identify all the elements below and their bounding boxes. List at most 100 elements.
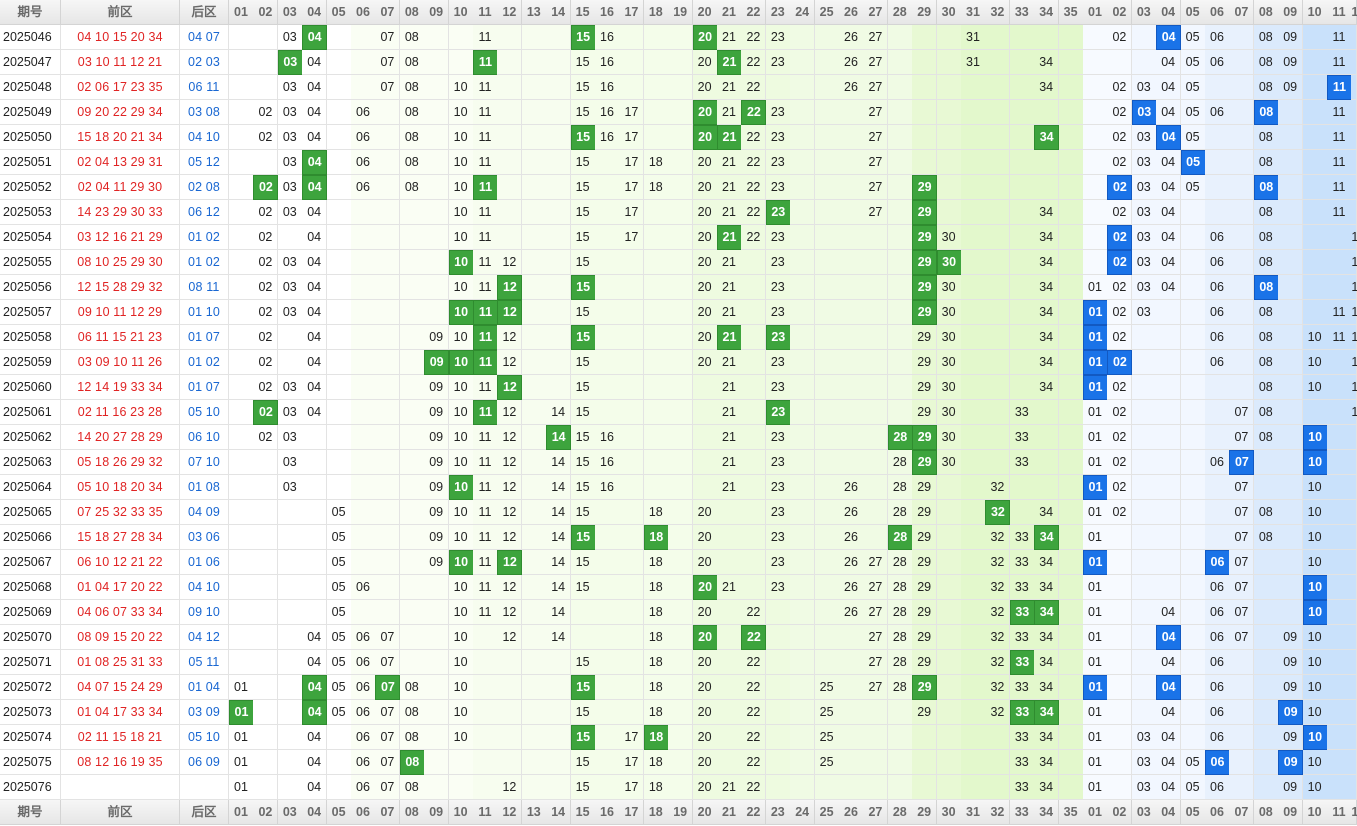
front-grid-cell bbox=[741, 300, 767, 325]
back-number-header: 09 bbox=[1278, 0, 1304, 25]
front-grid-cell: 14 bbox=[546, 475, 572, 500]
front-grid-cell bbox=[814, 350, 840, 375]
front-grid-cell bbox=[936, 725, 962, 750]
front-grid-cell bbox=[424, 150, 450, 175]
front-grid-cell bbox=[326, 100, 352, 125]
front-grid-cell bbox=[448, 775, 474, 800]
front-grid-cell: 20 bbox=[692, 300, 718, 325]
back-drawn-number: 06 bbox=[205, 530, 221, 544]
back-grid-cell bbox=[1278, 225, 1304, 250]
front-grid-cell: 29 bbox=[912, 500, 938, 525]
back-grid-cell: 09 bbox=[1278, 725, 1304, 750]
front-grid-cell: 03 bbox=[277, 450, 303, 475]
back-hit-marker: 04 bbox=[1156, 125, 1182, 150]
period-cell: 2025056 bbox=[0, 275, 61, 300]
front-grid-cell bbox=[497, 75, 523, 100]
front-grid-cell: 20 bbox=[692, 75, 718, 100]
back-grid-cell bbox=[1351, 600, 1357, 625]
front-grid-cell bbox=[521, 225, 547, 250]
back-grid-cell bbox=[1229, 750, 1255, 775]
front-grid-cell: 17 bbox=[619, 125, 645, 150]
back-grid-cell bbox=[1107, 700, 1133, 725]
back-grid-cell: 01 bbox=[1083, 275, 1108, 300]
front-grid-cell bbox=[595, 600, 620, 625]
back-grid-cell: 06 bbox=[1205, 600, 1230, 625]
front-number-header: 09 bbox=[424, 800, 450, 825]
front-grid-cell bbox=[546, 200, 572, 225]
back-grid-cell: 01 bbox=[1083, 750, 1108, 775]
back-numbers-cell: 09 10 bbox=[180, 600, 229, 625]
front-grid-cell: 21 bbox=[717, 775, 742, 800]
back-grid-cell bbox=[1278, 350, 1304, 375]
back-grid-cell bbox=[1278, 550, 1304, 575]
back-grid-cell: 10 bbox=[1302, 500, 1328, 525]
front-grid-cell: 04 bbox=[302, 375, 328, 400]
front-grid-cell: 10 bbox=[448, 625, 474, 650]
back-grid-cell: 03 bbox=[1131, 275, 1157, 300]
front-drawn-number: 12 bbox=[130, 305, 145, 319]
front-grid-cell bbox=[765, 625, 791, 650]
period-column-header: 期号 bbox=[0, 0, 61, 25]
back-grid-cell: 06 bbox=[1205, 775, 1230, 800]
front-drawn-number: 29 bbox=[148, 230, 163, 244]
front-hit-marker: 28 bbox=[887, 425, 913, 450]
front-grid-cell: 08 bbox=[399, 150, 425, 175]
front-drawn-number: 26 bbox=[112, 455, 128, 469]
front-grid-cell bbox=[595, 700, 620, 725]
front-grid-cell bbox=[277, 600, 303, 625]
front-grid-cell: 04 bbox=[302, 325, 328, 350]
front-number-header: 32 bbox=[985, 0, 1011, 25]
front-grid-cell bbox=[1009, 325, 1035, 350]
front-grid-cell bbox=[668, 500, 694, 525]
back-grid-cell bbox=[1083, 150, 1108, 175]
front-grid-cell: 23 bbox=[765, 350, 791, 375]
front-drawn-number: 02 bbox=[77, 730, 93, 744]
front-grid-cell bbox=[448, 50, 474, 75]
back-grid-cell bbox=[1131, 450, 1157, 475]
front-drawn-number: 19 bbox=[112, 380, 128, 394]
front-grid-cell: 21 bbox=[717, 150, 742, 175]
front-grid-cell bbox=[521, 625, 547, 650]
front-drawn-number: 34 bbox=[148, 530, 163, 544]
front-grid-cell bbox=[936, 200, 962, 225]
front-drawn-number: 29 bbox=[130, 255, 145, 269]
back-grid-cell bbox=[1278, 600, 1304, 625]
front-grid-cell: 17 bbox=[619, 775, 645, 800]
front-grid-cell: 12 bbox=[497, 425, 523, 450]
front-grid-cell bbox=[643, 325, 669, 350]
front-grid-cell bbox=[912, 100, 938, 125]
front-grid-cell bbox=[546, 375, 572, 400]
front-hit-marker: 20 bbox=[692, 100, 718, 125]
front-grid-cell bbox=[229, 300, 254, 325]
front-grid-cell: 20 bbox=[692, 275, 718, 300]
front-hit-marker: 23 bbox=[765, 325, 791, 350]
front-grid-cell bbox=[961, 575, 986, 600]
back-grid-cell: 01 bbox=[1083, 775, 1108, 800]
front-grid-cell bbox=[961, 650, 986, 675]
back-grid-cell: 10 bbox=[1302, 475, 1328, 500]
front-drawn-number: 18 bbox=[95, 530, 110, 544]
front-grid-cell bbox=[936, 500, 962, 525]
front-grid-cell: 06 bbox=[351, 575, 376, 600]
back-drawn-number: 10 bbox=[205, 730, 221, 744]
front-grid-cell bbox=[229, 425, 254, 450]
back-hit-marker: 07 bbox=[1229, 450, 1255, 475]
front-grid-cell bbox=[985, 100, 1011, 125]
front-grid-cell: 34 bbox=[1034, 775, 1060, 800]
front-grid-cell: 08 bbox=[399, 175, 425, 200]
back-grid-cell bbox=[1351, 625, 1357, 650]
front-grid-cell: 08 bbox=[399, 675, 425, 700]
front-grid-cell bbox=[595, 275, 620, 300]
draw-row: 2025057 09 10 11 12 29 01 10 02 03 04 10 11 12 15… bbox=[0, 300, 1357, 325]
front-grid-cell: 10 bbox=[448, 450, 474, 475]
front-grid-cell bbox=[399, 325, 425, 350]
front-number-header: 08 bbox=[399, 800, 425, 825]
front-drawn-number: 34 bbox=[148, 480, 163, 494]
back-numbers-cell: 08 11 bbox=[180, 275, 229, 300]
back-grid-cell bbox=[1180, 325, 1206, 350]
front-number-header: 03 bbox=[277, 0, 303, 25]
front-drawn-number: 33 bbox=[130, 380, 145, 394]
front-grid-cell bbox=[643, 225, 669, 250]
front-grid-cell bbox=[277, 650, 303, 675]
front-grid-cell bbox=[814, 575, 840, 600]
